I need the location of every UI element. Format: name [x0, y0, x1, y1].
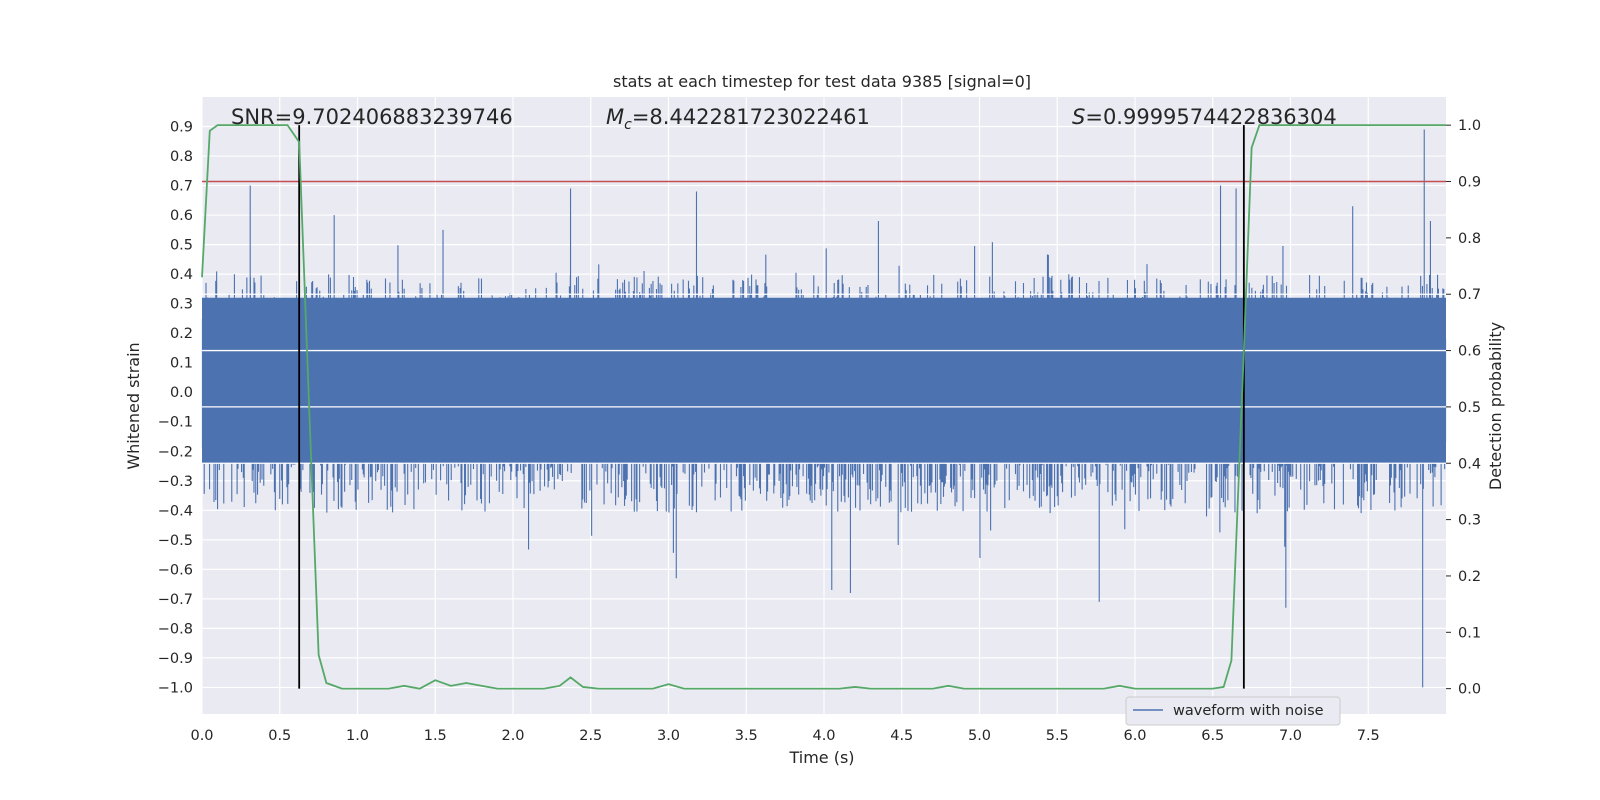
y-tick-label: −0.1	[158, 415, 193, 431]
y-tick-label: −0.9	[158, 651, 193, 667]
y-tick-label: −0.8	[158, 621, 193, 637]
y2-tick-label: 0.7	[1458, 287, 1481, 303]
y-tick-label: 0.6	[170, 208, 193, 224]
y-tick-label: 0.3	[170, 297, 193, 313]
x-tick-label: 3.0	[657, 728, 680, 744]
x-tick-label: 6.5	[1201, 728, 1224, 744]
x-tick-label: 5.0	[968, 728, 991, 744]
x-tick-label: 4.0	[812, 728, 835, 744]
legend-label-waveform: waveform with noise	[1173, 703, 1324, 719]
y2-tick-label: 0.0	[1458, 682, 1481, 698]
y-tick-label: 0.2	[170, 326, 193, 342]
x-tick-label: 1.5	[424, 728, 447, 744]
probability-line	[201, 124, 1446, 690]
y2-tick-label: 1.0	[1458, 118, 1481, 134]
legend: waveform with noise	[1125, 696, 1341, 726]
y-tick-label: 0.8	[170, 149, 193, 165]
waveform-core	[202, 297, 1446, 464]
y2-axis-label: Detection probability	[1486, 322, 1505, 490]
y2-tick-label: 0.3	[1458, 513, 1481, 529]
x-tick-label: 0.0	[190, 728, 213, 744]
y-tick-label: −0.3	[158, 474, 193, 490]
x-tick-label: 7.5	[1357, 728, 1380, 744]
x-tick-label: 2.5	[579, 728, 602, 744]
chart-title: stats at each timestep for test data 938…	[613, 72, 1031, 91]
y-tick-label: 0.0	[170, 385, 193, 401]
y-tick-label: −0.2	[158, 444, 193, 460]
y-tick-label: −0.6	[158, 562, 193, 578]
legend-box	[1125, 696, 1341, 726]
x-tick-label: 2.0	[501, 728, 524, 744]
y-axis-label: Whitened strain	[124, 342, 143, 469]
tick-labels: 0.0 0.5 1.0 1.5 2.0 2.5 3.0 3.5 4.0 4.5 5.0 5.5 6.0 6…	[158, 118, 1481, 744]
y-tick-label: 0.9	[170, 120, 193, 136]
x-tick-label: 5.5	[1046, 728, 1069, 744]
y2-tick-label: 0.1	[1458, 625, 1481, 641]
y2-tick-label: 0.9	[1458, 175, 1481, 191]
chirp-mass-value: =8.442281723022461	[632, 105, 870, 129]
y2-tick-label: 0.2	[1458, 569, 1481, 585]
x-tick-label: 7.0	[1279, 728, 1302, 744]
y-tick-label: −0.7	[158, 592, 193, 608]
y-tick-label: 0.7	[170, 179, 193, 195]
y-tick-label: 0.1	[170, 356, 193, 372]
x-axis-label: Time (s)	[788, 748, 854, 767]
snr-annotation: SNR=9.702406883239746	[231, 105, 513, 129]
y2-tick-label: 0.5	[1458, 400, 1481, 416]
probability-series	[201, 124, 1446, 690]
y2-tick-label: 0.4	[1458, 456, 1481, 472]
x-tick-label: 4.5	[890, 728, 913, 744]
waveform-series	[201, 129, 1447, 688]
score-annotation: S=0.9999574422836304	[1072, 105, 1337, 129]
score-value: =0.9999574422836304	[1085, 105, 1336, 129]
y2-tick-label: 0.6	[1458, 344, 1481, 360]
chirp-mass-symbol: M	[606, 105, 624, 129]
y2-tick-label: 0.8	[1458, 231, 1481, 247]
x-tick-label: 6.0	[1123, 728, 1146, 744]
chirp-mass-subscript: c	[624, 117, 632, 133]
overlay-lines	[202, 125, 1446, 689]
score-symbol: S	[1072, 105, 1085, 129]
x-tick-label: 3.5	[735, 728, 758, 744]
chirp-mass-annotation: Mc=8.442281723022461	[606, 105, 870, 133]
x-tick-label: 0.5	[268, 728, 291, 744]
y-tick-label: 0.4	[170, 267, 193, 283]
y-tick-label: −1.0	[158, 680, 193, 696]
x-tick-label: 1.0	[346, 728, 369, 744]
y-tick-label: −0.4	[158, 503, 193, 519]
y-tick-label: 0.5	[170, 238, 193, 254]
y-tick-label: −0.5	[158, 533, 193, 549]
